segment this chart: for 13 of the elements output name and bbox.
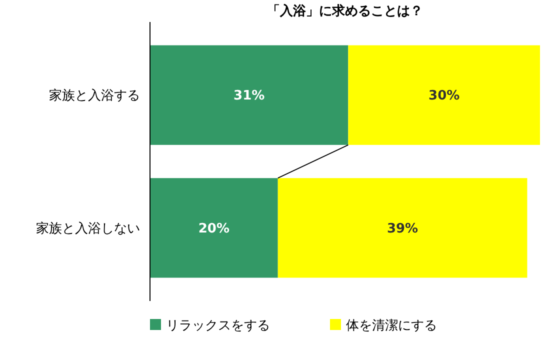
bar <box>150 45 348 145</box>
data-label: 39% <box>386 221 418 236</box>
chart-title: 「入浴」に求めることは？ <box>267 3 423 19</box>
data-label: 31% <box>234 88 265 104</box>
y-tick-label: 家族と入浴する <box>49 88 140 104</box>
data-label: 30% <box>428 88 460 104</box>
legend-label: 体を清潔にする <box>346 318 437 334</box>
bar <box>150 178 278 278</box>
legend-label: リラックスをする <box>166 318 270 334</box>
y-tick-label: 家族と入浴しない <box>36 220 140 236</box>
bar <box>348 45 540 145</box>
bar <box>278 178 528 278</box>
data-label: 20% <box>198 221 230 236</box>
